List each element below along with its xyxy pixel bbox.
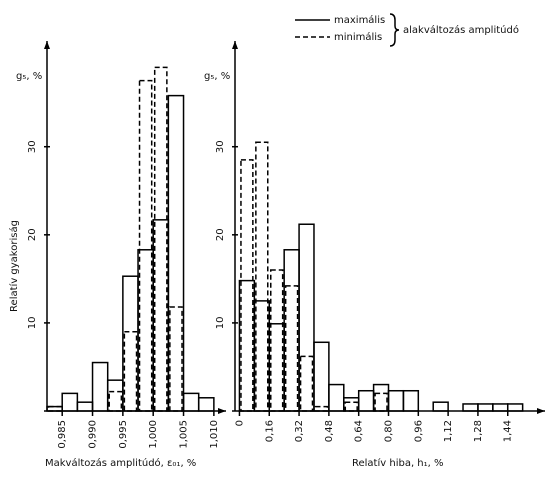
bar-max (61, 392, 79, 412)
x-tick-label: 0,16 (264, 420, 275, 442)
bar-min (299, 355, 314, 412)
bar-max (91, 361, 109, 412)
x-tick-label: 0,985 (57, 420, 68, 449)
y-tick-label: 30 (27, 140, 38, 153)
y-title: Relatív gyakoriság (8, 220, 20, 312)
x-title: Makváltozás amplitúdó, ε₀₁, % (45, 457, 196, 469)
x-tick-label: 0,990 (88, 420, 99, 449)
bar-min (255, 141, 269, 412)
bar-max (477, 403, 494, 412)
bar-max (197, 397, 215, 412)
x-tick-label: 0,96 (413, 420, 424, 442)
y-arrow (44, 41, 50, 49)
bar-max (506, 403, 524, 412)
bar-max (328, 383, 345, 412)
x-tick-label: 0,80 (384, 420, 395, 442)
bar-max (357, 389, 375, 412)
x-tick-label: 0,48 (324, 420, 335, 442)
x-tick-label: 0,32 (294, 420, 305, 442)
legend-brace (389, 13, 400, 47)
bar-max (402, 389, 420, 412)
bar-max (462, 403, 479, 412)
x-arrow (537, 408, 545, 414)
legend-title: alakváltozás amplitúdó (403, 24, 519, 36)
bar-max (137, 249, 154, 412)
bar-max (106, 379, 124, 412)
bar-max (122, 275, 139, 412)
bar-max (76, 401, 94, 412)
x-tick-label: 0,995 (118, 420, 129, 449)
bar-max (387, 389, 405, 412)
x-tick-label: 1,28 (473, 420, 484, 442)
bar-min (153, 66, 168, 412)
x-tick-label: 1,12 (443, 420, 454, 442)
y-label: g₅, % (204, 71, 230, 82)
x-title: Relatív hiba, h₁, % (352, 457, 444, 469)
y-arrow (232, 41, 238, 49)
bar-max (432, 401, 449, 412)
y-tick-label: 20 (215, 228, 226, 241)
x-tick-label: 0,64 (354, 420, 365, 442)
bar-min (108, 390, 123, 412)
legend-entry: minimális (334, 31, 382, 43)
bar-min (374, 392, 388, 412)
y-tick-label: 10 (215, 317, 226, 330)
bar-max (492, 403, 509, 412)
bar-min (344, 401, 358, 412)
bar-min (270, 269, 284, 412)
bar-max (182, 392, 200, 412)
bar-min (169, 306, 183, 412)
x-tick-label: 1,005 (179, 420, 190, 449)
y-tick-label: 10 (27, 317, 38, 330)
bar-min (284, 285, 299, 412)
legend-entry: maximális (334, 14, 385, 26)
y-tick-label: 20 (27, 228, 38, 241)
y-tick-label: 30 (215, 140, 226, 153)
bar-min (123, 330, 138, 412)
bar-min (138, 79, 153, 412)
x-arrow (218, 408, 226, 414)
x-tick-label: 1,010 (209, 420, 220, 449)
x-tick-label: 0 (234, 420, 245, 426)
bar-max (313, 341, 330, 412)
bar-min (240, 159, 254, 412)
x-tick-label: 1,000 (148, 420, 159, 449)
bar-max (167, 94, 185, 412)
x-tick-label: 1,44 (503, 420, 514, 442)
bar-max (152, 219, 170, 412)
y-label: g₅, % (16, 71, 42, 82)
